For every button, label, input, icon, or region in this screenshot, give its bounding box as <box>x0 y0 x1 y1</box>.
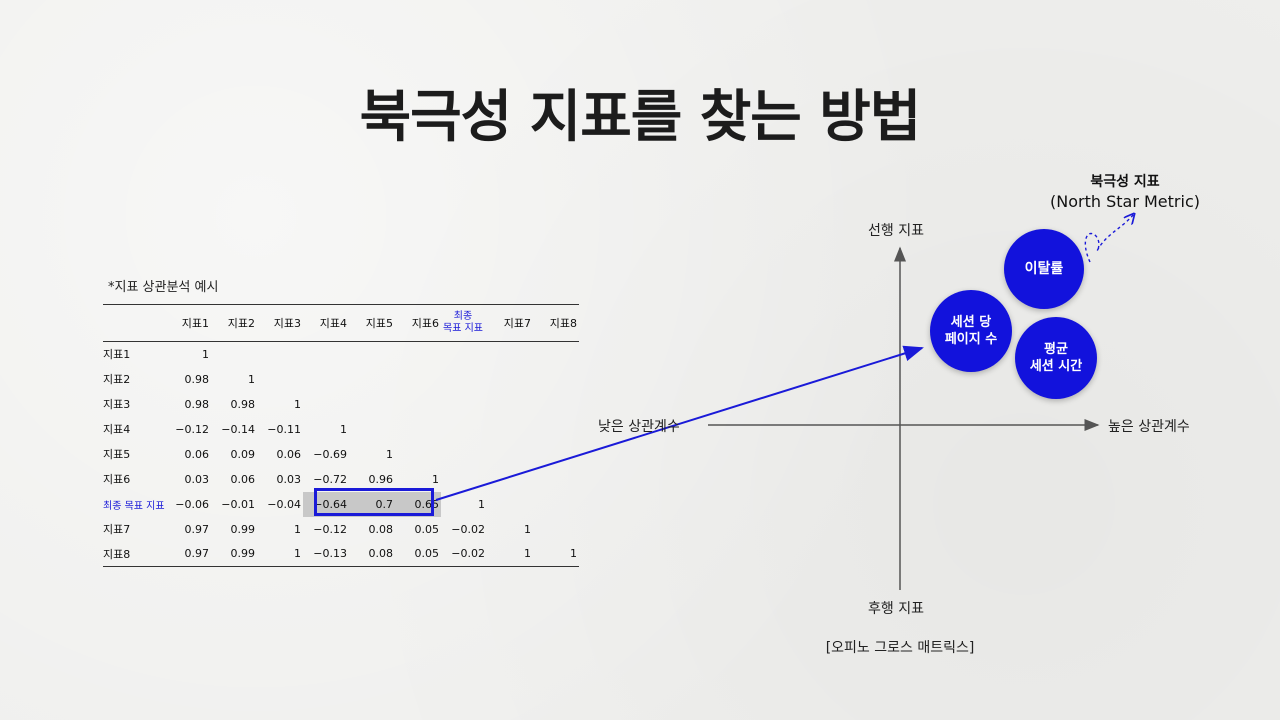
column-header: 지표7 <box>503 317 531 330</box>
table-cell: −0.72 <box>313 472 347 486</box>
north-star-title: 북극성 지표 <box>1090 174 1160 190</box>
table-row: 지표2 0.98 1 <box>103 367 579 392</box>
nsm-dotted-arrow <box>1084 214 1134 263</box>
correlation-table: 지표1 지표2 지표3 지표4 지표5 지표6 최종 목표 지표 지표7 지표8… <box>103 304 579 567</box>
table-cell: −0.11 <box>267 422 301 436</box>
column-header-final-target: 최종 목표 지표 <box>441 305 487 342</box>
matrix-caption: [오피노 그로스 매트릭스] <box>825 640 975 656</box>
table-cell: −0.01 <box>221 497 255 511</box>
table-cell: 0.98 <box>230 397 256 411</box>
row-label: 지표7 <box>103 523 131 536</box>
table-row: 지표8 0.97 0.99 1 −0.13 0.08 0.05 −0.02 1 1 <box>103 542 579 567</box>
final-header-line1: 최종 <box>453 311 473 322</box>
table-cell: −0.06 <box>175 497 209 511</box>
table-cell: −0.12 <box>175 422 209 436</box>
page-title: 북극성 지표를 찾는 방법 <box>359 85 922 150</box>
column-header: 지표6 <box>411 317 439 330</box>
table-cell: 0.08 <box>368 522 394 536</box>
column-header: 지표8 <box>549 317 577 330</box>
table-cell: 0.97 <box>184 522 210 536</box>
table-cell: −0.02 <box>451 522 485 536</box>
table-cell: −0.14 <box>221 422 255 436</box>
circle-line: 세션 당 <box>950 315 992 330</box>
table-cell: 0.06 <box>230 472 256 486</box>
final-header-line2: 목표 지표 <box>443 323 483 334</box>
table-cell: 1 <box>524 547 531 561</box>
column-header: 지표4 <box>319 317 347 330</box>
circle-bounce-rate: 이탈률 <box>1004 229 1084 309</box>
axis-label-leading: 선행 지표 <box>868 223 924 239</box>
table-cell: 0.96 <box>368 472 394 486</box>
table-cell: 0.7 <box>349 491 395 517</box>
table-cell: 1 <box>432 472 439 486</box>
table-cell: 0.06 <box>276 447 302 461</box>
table-cell: 1 <box>294 547 301 561</box>
axis-label-lagging: 후행 지표 <box>868 601 924 617</box>
table-cell: 0.09 <box>230 447 256 461</box>
table-cell: 1 <box>340 422 347 436</box>
table-cell: 1 <box>294 397 301 411</box>
table-cell: −0.13 <box>313 547 347 561</box>
table-cell: 0.08 <box>368 547 394 561</box>
north-star-subtitle: (North Star Metric) <box>1050 192 1200 211</box>
axis-label-high-correlation: 높은 상관계수 <box>1108 419 1190 435</box>
table-cell: −0.12 <box>313 522 347 536</box>
table-cell: 0.99 <box>230 522 256 536</box>
table-caption: *지표 상관분석 예시 <box>108 280 219 295</box>
table-row: 지표5 0.06 0.09 0.06 −0.69 1 <box>103 442 579 467</box>
table-cell: 1 <box>386 447 393 461</box>
column-header: 지표2 <box>227 317 255 330</box>
table-cell: 0.05 <box>414 547 440 561</box>
table-row: 지표1 1 <box>103 342 579 367</box>
column-header: 지표5 <box>365 317 393 330</box>
row-label: 지표3 <box>103 398 131 411</box>
table-cell: 1 <box>248 372 255 386</box>
circle-line: 세션 시간 <box>1029 359 1083 374</box>
table-cell: 0.03 <box>276 472 302 486</box>
circle-line: 이탈률 <box>1024 260 1064 277</box>
row-label: 지표5 <box>103 448 131 461</box>
row-label: 지표8 <box>103 547 131 561</box>
circle-line: 페이지 수 <box>944 332 998 347</box>
connector-arrow <box>435 345 924 501</box>
table-cell: 0.97 <box>184 547 210 561</box>
table-header-row: 지표1 지표2 지표3 지표4 지표5 지표6 최종 목표 지표 지표7 지표8 <box>103 304 579 342</box>
table-cell: −0.64 <box>303 491 349 517</box>
row-label: 지표1 <box>103 348 131 362</box>
highlight-box <box>314 488 434 516</box>
table-cell: 1 <box>478 497 485 511</box>
column-header: 지표3 <box>273 317 301 330</box>
row-label: 최종 목표 지표 <box>103 500 165 512</box>
row-label: 지표2 <box>103 373 131 386</box>
table-cell: −0.04 <box>267 497 301 511</box>
axis-label-low-correlation: 낮은 상관계수 <box>598 419 680 435</box>
circle-line: 평균 <box>1044 342 1068 357</box>
table-cell: 0.05 <box>414 522 440 536</box>
table-cell: 1 <box>570 547 577 561</box>
table-cell: 0.99 <box>230 547 256 561</box>
table-cell: 0.03 <box>184 472 210 486</box>
table-cell: 1 <box>202 347 209 361</box>
column-header: 지표1 <box>181 317 209 330</box>
table-cell: 1 <box>294 522 301 536</box>
table-cell: 0.06 <box>184 447 210 461</box>
row-label: 지표6 <box>103 473 131 486</box>
table-cell: −0.69 <box>313 447 347 461</box>
table-cell: −0.02 <box>451 547 485 561</box>
table-row: 지표3 0.98 0.98 1 <box>103 392 579 417</box>
row-label: 지표4 <box>103 423 131 436</box>
table-row: 지표6 0.03 0.06 0.03 −0.72 0.96 1 <box>103 467 579 492</box>
table-row: 지표7 0.97 0.99 1 −0.12 0.08 0.05 −0.02 1 <box>103 517 579 542</box>
table-cell: 1 <box>524 522 531 536</box>
table-cell: 0.98 <box>184 397 210 411</box>
table-cell: 0.98 <box>184 372 210 386</box>
table-row: 지표4 −0.12 −0.14 −0.11 1 <box>103 417 579 442</box>
